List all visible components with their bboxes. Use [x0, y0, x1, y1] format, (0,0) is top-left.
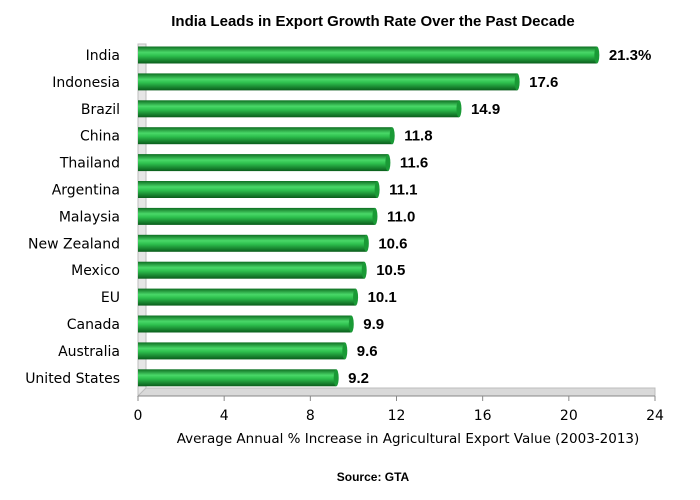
- data-label: 11.0: [387, 208, 415, 225]
- category-label: Thailand: [59, 156, 120, 172]
- bar-cap: [361, 261, 367, 279]
- data-label: 11.8: [404, 128, 432, 145]
- bar-cap: [374, 181, 380, 198]
- data-label: 9.9: [363, 316, 384, 333]
- bar-brazil: [138, 100, 459, 118]
- category-label: China: [80, 129, 120, 145]
- x-axis-label: Average Annual % Increase in Agricultura…: [177, 431, 640, 447]
- bar-cap: [594, 46, 600, 64]
- bar-cap: [389, 127, 395, 145]
- bars-group: [138, 46, 600, 387]
- data-label: 10.6: [378, 235, 407, 252]
- category-label: Australia: [58, 344, 120, 360]
- bar-cap: [456, 100, 462, 118]
- x-axis-ticks: 0 4 8 12 16 20 24: [134, 396, 664, 424]
- category-label: Indonesia: [52, 75, 120, 91]
- bar-cap: [353, 288, 359, 306]
- category-label: Brazil: [81, 102, 120, 118]
- data-label: 14.9: [471, 101, 500, 118]
- bar-united-states: [138, 369, 337, 387]
- bar-cap: [348, 315, 354, 333]
- bar-mexico: [138, 261, 365, 279]
- category-label: Mexico: [71, 263, 120, 279]
- bar-thailand: [138, 154, 388, 172]
- data-label: 10.1: [368, 289, 397, 306]
- data-label: 11.6: [400, 155, 428, 172]
- x-tick-label: 16: [474, 408, 492, 424]
- data-label: 9.6: [357, 343, 378, 360]
- x-tick-label: 8: [306, 408, 315, 424]
- data-labels: 21.3% 17.6 14.9 11.8 11.6 11.1 11.0 10.6 10.5 10.…: [348, 47, 651, 387]
- category-label: New Zealand: [28, 236, 120, 252]
- plot-floor: [136, 387, 656, 397]
- bar-india: [138, 46, 597, 64]
- data-label: 10.5: [376, 262, 405, 279]
- data-label: 21.3%: [609, 47, 652, 64]
- chart-title: India Leads in Export Growth Rate Over t…: [171, 13, 574, 30]
- bar-eu: [138, 288, 356, 306]
- x-tick-label: 4: [220, 408, 229, 424]
- x-tick-label: 24: [646, 408, 664, 424]
- bar-malaysia: [138, 207, 375, 225]
- category-label: Canada: [67, 317, 120, 333]
- category-label: Argentina: [52, 183, 120, 199]
- bar-cap: [514, 73, 520, 91]
- bar-cap: [363, 234, 369, 252]
- category-label: Malaysia: [59, 209, 120, 225]
- data-label: 9.2: [348, 370, 369, 387]
- data-label: 11.1: [389, 182, 417, 199]
- bar-canada: [138, 315, 352, 333]
- bar-china: [138, 127, 393, 145]
- category-label: India: [86, 48, 120, 64]
- x-tick-label: 12: [388, 408, 406, 424]
- bar-cap: [333, 369, 339, 387]
- bar-cap: [372, 207, 378, 225]
- source-note: Source: GTA: [337, 470, 410, 484]
- x-tick-label: 0: [134, 408, 143, 424]
- bar-cap: [342, 342, 348, 360]
- category-labels: India Indonesia Brazil China Thailand Argenti…: [25, 48, 120, 387]
- x-tick-label: 20: [560, 408, 578, 424]
- bar-australia: [138, 342, 345, 360]
- bar-new-zealand: [138, 234, 367, 252]
- bar-cap: [385, 154, 391, 172]
- category-label: United States: [25, 371, 120, 387]
- bar-argentina: [138, 181, 378, 198]
- category-label: EU: [101, 290, 120, 306]
- bar-indonesia: [138, 73, 518, 91]
- data-label: 17.6: [529, 74, 558, 91]
